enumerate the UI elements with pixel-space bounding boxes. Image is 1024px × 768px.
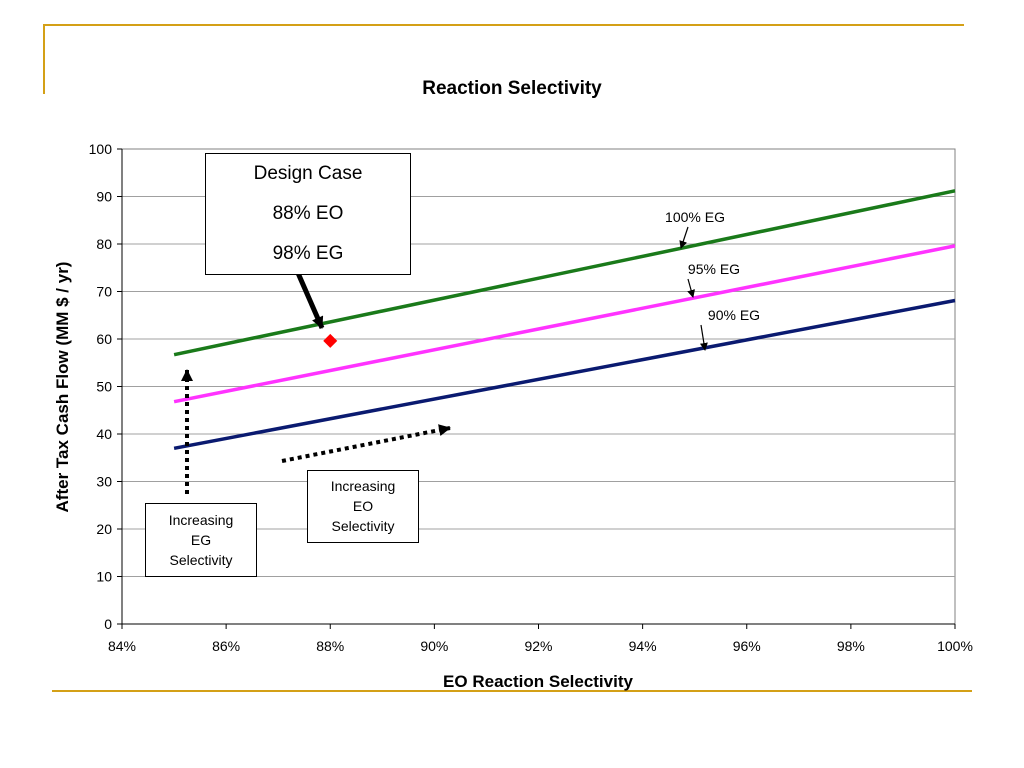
x-tick-label: 94% (629, 638, 657, 654)
top-rule-vertical (43, 24, 45, 94)
increasing-eg-line-2: EG (190, 532, 212, 548)
x-tick-label: 90% (420, 638, 448, 654)
increasing-eg-line-1: Increasing (168, 512, 234, 528)
series-label: 100% EG (665, 209, 725, 225)
x-tick-label: 98% (837, 638, 865, 654)
y-tick-label: 10 (96, 569, 112, 585)
x-axis-label: EO Reaction Selectivity (443, 672, 633, 691)
increasing-eo-line-1: Increasing (330, 478, 396, 494)
increasing-eg-callout: Increasing EG Selectivity (145, 503, 257, 577)
x-tick-label: 88% (316, 638, 344, 654)
series-label-arrow (679, 226, 689, 249)
series-label-arrow (687, 278, 695, 298)
x-tick-label: 92% (524, 638, 552, 654)
series-line (173, 298, 956, 451)
x-tick-label: 96% (733, 638, 761, 654)
series-line (173, 189, 956, 357)
y-tick-label: 20 (96, 521, 112, 537)
increasing-eo-line-2: EO (352, 498, 374, 514)
y-tick-label: 0 (104, 616, 112, 632)
design-case-line-2: 88% EO (272, 203, 344, 224)
y-axis-label: After Tax Cash Flow (MM $ / yr) (53, 262, 72, 513)
increasing-eo-line-3: Selectivity (331, 518, 395, 534)
design-case-line-3: 98% EG (272, 243, 344, 264)
series-label: 95% EG (688, 261, 740, 277)
y-tick-label: 60 (96, 331, 112, 347)
design-point-marker (323, 333, 338, 348)
y-tick-label: 40 (96, 426, 112, 442)
y-tick-label: 90 (96, 189, 112, 205)
series-line (173, 244, 956, 404)
series-label: 90% EG (708, 307, 760, 323)
y-tick-label: 30 (96, 474, 112, 490)
chart-title: Reaction Selectivity (422, 78, 602, 99)
x-tick-label: 86% (212, 638, 240, 654)
series-label-arrow (699, 324, 708, 351)
design-case-arrow (295, 272, 325, 329)
x-tick-label: 100% (937, 638, 973, 654)
design-case-callout: Design Case 88% EO 98% EG (205, 153, 411, 275)
increasing-eo-callout: Increasing EO Selectivity (307, 470, 419, 543)
y-tick-label: 50 (96, 379, 112, 395)
design-case-line-1: Design Case (253, 163, 363, 184)
top-rule-horizontal (43, 24, 964, 26)
increasing-eg-line-3: Selectivity (169, 552, 233, 568)
y-tick-label: 70 (96, 284, 112, 300)
y-tick-label: 80 (96, 236, 112, 252)
x-tick-label: 84% (108, 638, 136, 654)
y-tick-label: 100 (89, 141, 113, 157)
bottom-rule (52, 690, 972, 692)
